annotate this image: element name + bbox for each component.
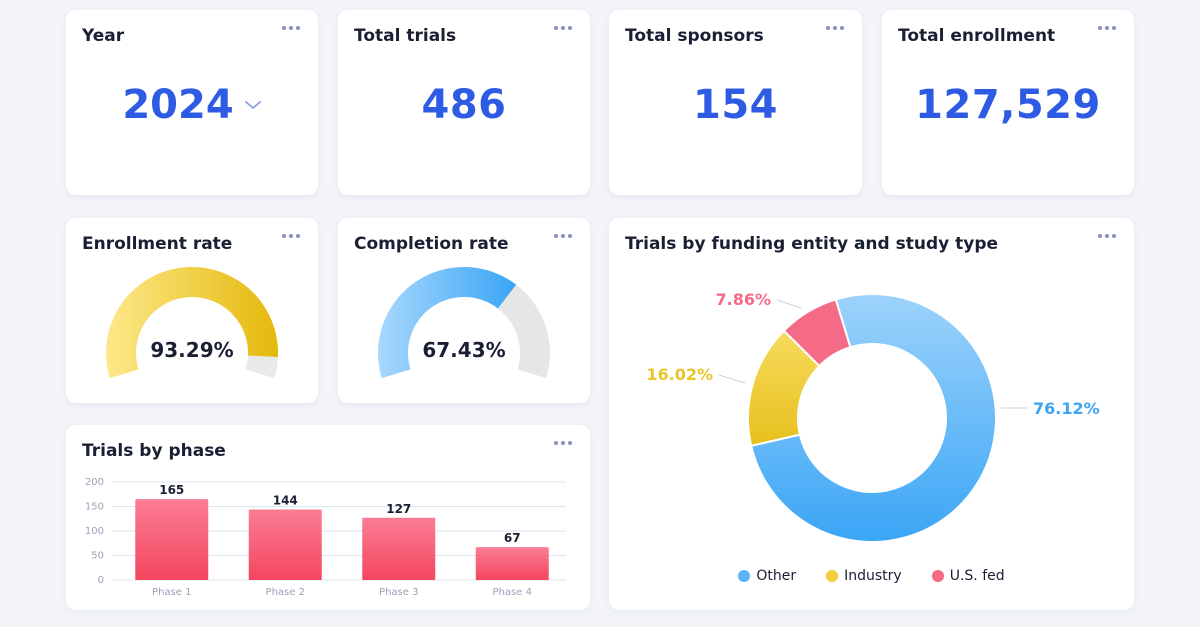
year-dropdown[interactable]: 2024 — [66, 82, 318, 128]
enrollment-rate-card: Enrollment rate 93.29% — [66, 218, 318, 403]
more-dots-icon[interactable] — [552, 24, 574, 32]
more-dots-icon[interactable] — [552, 439, 574, 447]
y-tick-label: 200 — [85, 477, 104, 488]
bar-value-label: 144 — [273, 493, 298, 507]
legend-dot-other — [738, 570, 751, 582]
year-value: 2024 — [122, 82, 234, 128]
x-tick-label: Phase 1 — [152, 587, 191, 598]
funding-title: Trials by funding entity and study type — [625, 234, 999, 254]
more-dots-icon[interactable] — [824, 24, 846, 32]
x-tick-label: Phase 3 — [379, 587, 418, 598]
total-enrollment-value: 127,529 — [915, 82, 1101, 128]
total-trials-card: Total trials 486 — [338, 10, 590, 195]
bar-value-label: 127 — [386, 502, 411, 516]
more-dots-icon[interactable] — [1096, 24, 1118, 32]
year-card-title: Year — [82, 26, 125, 46]
funding-donut-chart: 76.12% 16.02% 7.86% — [646, 290, 1100, 543]
total-enrollment-title: Total enrollment — [898, 26, 1056, 46]
total-trials-title: Total trials — [354, 26, 457, 46]
funding-card: Trials by funding entity and study type … — [609, 218, 1134, 610]
x-tick-label: Phase 4 — [493, 587, 532, 598]
completion-gauge-track — [497, 284, 550, 379]
bar[interactable] — [248, 509, 322, 580]
completion-gauge — [378, 267, 550, 379]
enrollment-gauge-fill — [105, 266, 278, 379]
more-dots-icon[interactable] — [552, 232, 574, 240]
y-tick-label: 0 — [98, 575, 104, 586]
chevron-down-icon — [244, 101, 261, 109]
y-tick-label: 100 — [85, 526, 104, 537]
slice-us-fed[interactable] — [782, 298, 852, 368]
y-tick-label: 150 — [85, 502, 104, 513]
year-card: Year 2024 — [66, 10, 318, 195]
bar[interactable] — [475, 547, 549, 580]
trials-by-phase-card: Trials by phase 0 50 100 150 200 165 Phase 1 14… — [66, 425, 590, 610]
enrollment-rate-title: Enrollment rate — [82, 234, 233, 254]
total-sponsors-title: Total sponsors — [625, 26, 764, 46]
legend-label-other: Other — [756, 568, 797, 584]
completion-rate-value: 67.43% — [422, 338, 506, 362]
legend-label-us-fed: U.S. fed — [949, 568, 1005, 584]
bar[interactable] — [135, 499, 209, 580]
total-sponsors-value: 154 — [693, 82, 778, 128]
y-tick-label: 50 — [91, 551, 104, 562]
legend-item-us-fed[interactable]: U.S. fed — [931, 568, 1005, 584]
enrollment-gauge-track — [245, 355, 278, 379]
more-dots-icon[interactable] — [1096, 232, 1118, 240]
bar[interactable] — [362, 517, 436, 580]
legend-item-industry[interactable]: Industry — [826, 568, 902, 584]
more-dots-icon[interactable] — [280, 24, 302, 32]
completion-rate-card: Completion rate 67.43% — [338, 218, 590, 403]
x-tick-label: Phase 2 — [266, 587, 305, 598]
trials-by-phase-chart: 0 50 100 150 200 165 Phase 1 144 Phase 2 127 Phase… — [85, 477, 566, 598]
slice-value-label: 16.02% — [646, 365, 713, 384]
total-enrollment-card: Total enrollment 127,529 — [882, 10, 1134, 195]
trials-by-phase-title: Trials by phase — [82, 441, 226, 461]
slice-value-label: 76.12% — [1033, 399, 1100, 418]
enrollment-rate-value: 93.29% — [150, 338, 234, 362]
completion-gauge-fill — [378, 267, 517, 379]
slice-leader-line — [718, 374, 746, 384]
funding-legend: Other Industry U.S. fed — [609, 568, 1134, 584]
completion-rate-title: Completion rate — [354, 234, 509, 254]
slice-value-label: 7.86% — [715, 290, 771, 309]
legend-dot-us-fed — [931, 570, 944, 582]
slice-other[interactable] — [749, 293, 997, 543]
bar-value-label: 67 — [504, 531, 521, 545]
more-dots-icon[interactable] — [280, 232, 302, 240]
legend-label-industry: Industry — [844, 568, 902, 584]
total-sponsors-card: Total sponsors 154 — [609, 10, 862, 195]
total-trials-value: 486 — [421, 82, 507, 128]
legend-item-other[interactable]: Other — [738, 568, 796, 584]
enrollment-gauge — [105, 266, 278, 379]
legend-dot-industry — [826, 570, 839, 582]
slice-leader-line — [776, 299, 802, 309]
bar-value-label: 165 — [159, 483, 184, 497]
